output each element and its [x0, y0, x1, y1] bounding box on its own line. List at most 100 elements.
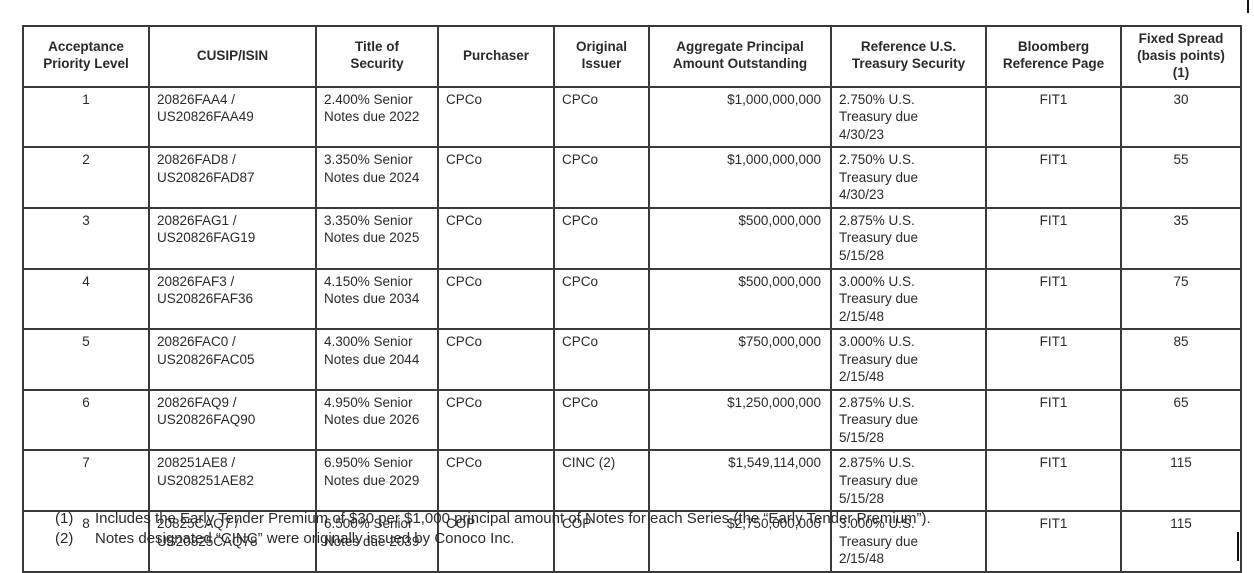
table-cell: $1,000,000,000	[648, 146, 832, 209]
table-cell: $1,000,000,000	[648, 85, 832, 149]
footnote-2: (2) Notes designated “CINC” were origina…	[55, 529, 1205, 549]
table-cell: 7	[22, 449, 150, 513]
table-cell: 4.300% Senior Notes due 2044	[315, 328, 439, 391]
securities-table: Acceptance Priority Level CUSIP/ISIN Title…	[22, 25, 1242, 573]
table-cell: $500,000,000	[648, 267, 832, 331]
table-cell: CPCo	[553, 388, 650, 452]
table-cell: CPCo	[553, 206, 650, 270]
table-cell: 1	[22, 85, 150, 149]
table-cell: FIT1	[985, 328, 1122, 391]
table-cell: $1,549,114,000	[648, 449, 832, 513]
table-cell: CPCo	[553, 85, 650, 149]
table-cell: 6.500% Senior Notes due 2039	[315, 510, 439, 573]
table-cell: CPCo	[437, 146, 555, 209]
table-cell: 4.150% Senior Notes due 2034	[315, 267, 439, 331]
table-cell: 20826FAC0 / US20826FAC05	[148, 328, 317, 391]
table-cell: FIT1	[985, 206, 1122, 270]
table-cell: 3.350% Senior Notes due 2024	[315, 146, 439, 209]
table-row: 6 20826FAQ9 / US20826FAQ90 4.950% Senior N…	[22, 388, 1242, 452]
table-cell: 3.000% U.S. Treasury due 2/15/48	[830, 267, 987, 331]
table-cell: $750,000,000	[648, 328, 832, 391]
column-header: Fixed Spread (basis points) (1)	[1120, 25, 1242, 88]
table-row: 4 20826FAF3 / US20826FAF36 4.150% Senior N…	[22, 267, 1242, 331]
table-cell: FIT1	[985, 146, 1122, 209]
table-cell: 75	[1120, 267, 1242, 331]
table-cell: FIT1	[985, 449, 1122, 513]
table-cell: CPCo	[553, 328, 650, 391]
table-cell: CPCo	[437, 206, 555, 270]
table-cell: 8	[22, 510, 150, 573]
scan-artifact-mark	[1237, 532, 1239, 561]
table-cell: 4.950% Senior Notes due 2026	[315, 388, 439, 452]
table-header: Acceptance Priority Level CUSIP/ISIN Title…	[22, 25, 1242, 88]
table-cell: 3	[22, 206, 150, 270]
table-cell: CPCo	[437, 388, 555, 452]
footnote-text: Includes the Early Tender Premium of $30…	[95, 510, 931, 527]
table-cell: 115	[1120, 510, 1242, 573]
table-cell: 115	[1120, 449, 1242, 513]
column-header: Original Issuer	[553, 25, 650, 88]
table-cell: 2.875% U.S. Treasury due 5/15/28	[830, 206, 987, 270]
table-cell: 2.750% U.S. Treasury due 4/30/23	[830, 85, 987, 149]
table-cell: 2.750% U.S. Treasury due 4/30/23	[830, 146, 987, 209]
table-cell: COP	[437, 510, 555, 573]
table-cell: COP	[553, 510, 650, 573]
table-cell: 3.000% U.S. Treasury due 2/15/48	[830, 510, 987, 573]
table-cell: 2.400% Senior Notes due 2022	[315, 85, 439, 149]
table-cell: CINC (2)	[553, 449, 650, 513]
table-cell: 55	[1120, 146, 1242, 209]
table-cell: 20826FAF3 / US20826FAF36	[148, 267, 317, 331]
footnote-text: Notes designated “CINC” were originally …	[95, 529, 515, 547]
footnote-marker: (2)	[55, 529, 74, 547]
table-cell: 85	[1120, 328, 1242, 391]
table-cell: 35	[1120, 206, 1242, 270]
table-row: 2 20826FAD8 / US20826FAD87 3.350% Senior N…	[22, 146, 1242, 209]
header-row: Acceptance Priority Level CUSIP/ISIN Title…	[22, 25, 1242, 88]
column-header: Acceptance Priority Level	[22, 25, 150, 88]
table-cell: CPCo	[437, 267, 555, 331]
footnote-1: (1) Includes the Early Tender Premium of…	[55, 509, 1205, 529]
table-cell: 20826FAQ9 / US20826FAQ90	[148, 388, 317, 452]
table-cell: 2	[22, 146, 150, 209]
table-cell: 6	[22, 388, 150, 452]
table-row: 7 208251AE8 / US208251AE82 6.950% Senior N…	[22, 449, 1242, 513]
table-row: 5 20826FAC0 / US20826FAC05 4.300% Senior N…	[22, 328, 1242, 391]
table-cell: 5	[22, 328, 150, 391]
table-cell: FIT1	[985, 388, 1122, 452]
table-cell: 30	[1120, 85, 1242, 149]
footnote-marker: (1)	[55, 510, 74, 527]
table-cell: 3.350% Senior Notes due 2025	[315, 206, 439, 270]
table-row: 3 20826FAG1 / US20826FAG19 3.350% Senior N…	[22, 206, 1242, 270]
table-cell: 6.950% Senior Notes due 2029	[315, 449, 439, 513]
table-cell: 2.875% U.S. Treasury due 5/15/28	[830, 449, 987, 513]
column-header: Reference U.S. Treasury Security	[830, 25, 987, 88]
table-cell: FIT1	[985, 267, 1122, 331]
column-header: Title of Security	[315, 25, 439, 88]
footnotes: (1) Includes the Early Tender Premium of…	[55, 509, 1205, 549]
column-header: Purchaser	[437, 25, 555, 88]
table-cell: CPCo	[437, 328, 555, 391]
table-cell: 20825CAQ7 / US20825CAQ78	[148, 510, 317, 573]
table-cell: 2.875% U.S. Treasury due 5/15/28	[830, 388, 987, 452]
table-cell: CPCo	[437, 85, 555, 149]
table-cell: FIT1	[985, 85, 1122, 149]
table-cell: CPCo	[553, 146, 650, 209]
table-cell: 20826FAG1 / US20826FAG19	[148, 206, 317, 270]
table-cell: 20826FAD8 / US20826FAD87	[148, 146, 317, 209]
table-cell: FIT1	[985, 510, 1122, 573]
table-body: 1 20826FAA4 / US20826FAA49 2.400% Senior N…	[22, 85, 1242, 573]
table-row: 1 20826FAA4 / US20826FAA49 2.400% Senior N…	[22, 85, 1242, 149]
table-row: 8 20825CAQ7 / US20825CAQ78 6.500% Senior N…	[22, 510, 1242, 573]
column-header: Aggregate Principal Amount Outstanding	[648, 25, 832, 88]
table-cell: $500,000,000	[648, 206, 832, 270]
table-cell: CPCo	[553, 267, 650, 331]
scan-artifact-mark	[1247, 0, 1249, 13]
table-cell: 208251AE8 / US208251AE82	[148, 449, 317, 513]
table-cell: 3.000% U.S. Treasury due 2/15/48	[830, 328, 987, 391]
column-header: CUSIP/ISIN	[148, 25, 317, 88]
table-cell: CPCo	[437, 449, 555, 513]
column-header: Bloomberg Reference Page	[985, 25, 1122, 88]
table-cell: 65	[1120, 388, 1242, 452]
table-cell: 4	[22, 267, 150, 331]
table-cell: 20826FAA4 / US20826FAA49	[148, 85, 317, 149]
